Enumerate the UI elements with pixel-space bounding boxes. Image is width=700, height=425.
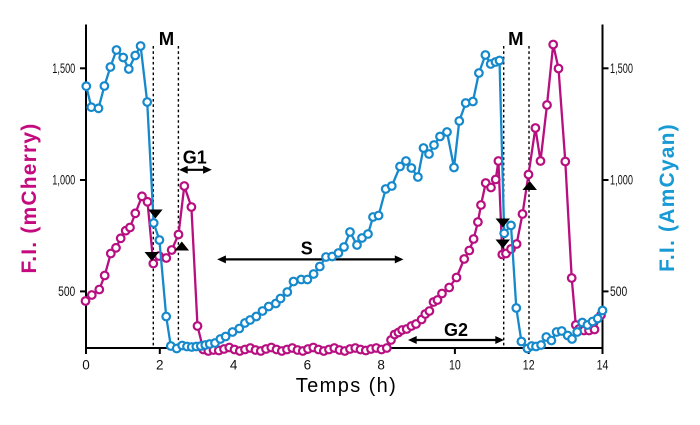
svg-text:G1: G1 — [183, 148, 207, 168]
svg-text:2: 2 — [156, 358, 164, 373]
svg-text:1,500: 1,500 — [52, 61, 75, 76]
svg-text:6: 6 — [304, 358, 312, 373]
svg-text:0: 0 — [82, 358, 90, 373]
svg-text:1,000: 1,000 — [610, 173, 633, 188]
svg-text:S: S — [301, 239, 313, 259]
svg-text:G2: G2 — [444, 320, 468, 340]
svg-text:1,000: 1,000 — [52, 173, 75, 188]
svg-text:500: 500 — [58, 284, 75, 299]
svg-text:Temps (h): Temps (h) — [296, 375, 398, 397]
svg-text:M: M — [159, 28, 174, 49]
svg-text:F.I. (AmCyan): F.I. (AmCyan) — [656, 123, 679, 272]
svg-text:8: 8 — [377, 358, 385, 373]
svg-text:14: 14 — [597, 358, 609, 373]
svg-text:F.I. (mCherry): F.I. (mCherry) — [18, 123, 41, 274]
svg-text:10: 10 — [449, 358, 461, 373]
svg-text:12: 12 — [523, 358, 535, 373]
svg-text:1,500: 1,500 — [610, 61, 633, 76]
svg-text:4: 4 — [230, 358, 238, 373]
svg-text:M: M — [508, 28, 523, 49]
svg-text:500: 500 — [610, 284, 627, 299]
